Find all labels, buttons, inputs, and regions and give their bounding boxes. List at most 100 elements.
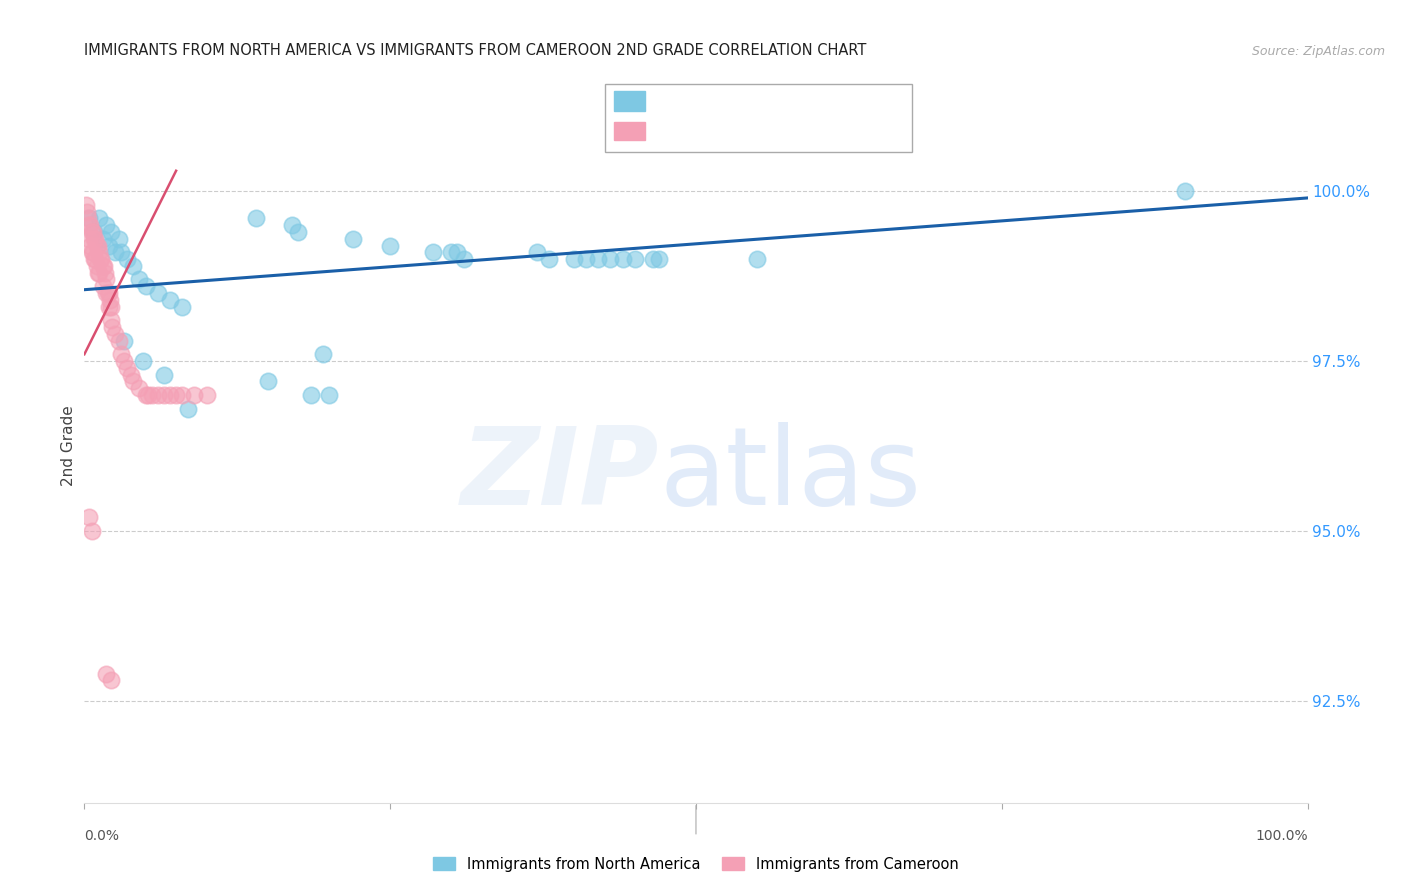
Point (183, 388, 205, 402)
Point (86, 238, 108, 252)
Point (83, 232, 105, 246)
Point (453, 252, 475, 266)
Point (281, 218, 304, 232)
Point (107, 232, 129, 246)
Point (101, 320, 124, 334)
Point (342, 232, 364, 246)
Point (526, 245, 548, 260)
Point (586, 252, 609, 266)
Point (96, 666, 118, 681)
Point (287, 225, 309, 239)
Point (440, 245, 463, 260)
Point (312, 347, 335, 361)
Point (112, 334, 135, 348)
Point (128, 381, 150, 395)
Point (87, 266, 110, 280)
Point (141, 388, 163, 402)
Point (98, 293, 121, 307)
Point (446, 245, 468, 260)
Point (612, 252, 634, 266)
Point (318, 388, 340, 402)
Point (110, 347, 132, 361)
Point (380, 238, 402, 252)
Point (538, 252, 561, 266)
Point (146, 286, 169, 301)
Point (599, 252, 621, 266)
Point (83, 225, 105, 239)
Text: R = 0.264    N = 58: R = 0.264 N = 58 (654, 124, 803, 138)
Point (77, 232, 100, 246)
Point (1174, 184, 1197, 198)
Point (93, 259, 115, 273)
Text: atlas: atlas (659, 422, 921, 527)
Point (82, 225, 104, 239)
Point (299, 388, 322, 402)
Point (84, 252, 107, 266)
Point (136, 388, 159, 402)
Point (172, 388, 194, 402)
Point (91, 259, 114, 273)
Point (80, 245, 103, 260)
Point (100, 673, 122, 688)
Point (146, 388, 169, 402)
Point (97, 300, 120, 314)
Point (100, 300, 122, 314)
Point (104, 245, 127, 260)
Point (91, 279, 114, 293)
Point (747, 252, 769, 266)
Point (122, 375, 145, 389)
Text: 0.0%: 0.0% (84, 830, 120, 843)
Point (422, 245, 444, 260)
Point (77, 211, 100, 226)
Point (159, 293, 181, 307)
Point (107, 334, 129, 348)
Legend: Immigrants from North America, Immigrants from Cameroon: Immigrants from North America, Immigrant… (427, 851, 965, 878)
Point (97, 238, 120, 252)
Point (648, 252, 671, 266)
Point (83, 252, 105, 266)
Point (94, 266, 117, 280)
Point (177, 401, 200, 416)
Point (245, 211, 267, 226)
Point (97, 286, 120, 301)
Point (257, 375, 280, 389)
Point (77, 218, 100, 232)
Point (84, 232, 107, 246)
Point (87, 238, 110, 252)
Point (79, 238, 101, 252)
Point (122, 259, 145, 273)
Point (96, 286, 118, 301)
Point (172, 300, 194, 314)
Point (79, 218, 101, 232)
Point (97, 286, 120, 301)
Point (128, 272, 150, 286)
Point (100, 313, 122, 327)
Point (87, 245, 110, 260)
Point (77, 211, 100, 226)
Point (96, 218, 118, 232)
Point (86, 259, 108, 273)
Text: IMMIGRANTS FROM NORTH AMERICA VS IMMIGRANTS FROM CAMEROON 2ND GRADE CORRELATION : IMMIGRANTS FROM NORTH AMERICA VS IMMIGRA… (84, 43, 866, 58)
Text: 100.0%: 100.0% (1256, 830, 1308, 843)
Text: R = 0.287    N = 46: R = 0.287 N = 46 (654, 94, 803, 108)
Point (100, 225, 122, 239)
Text: ZIP: ZIP (461, 422, 659, 527)
Point (135, 279, 157, 293)
Point (82, 245, 104, 260)
Point (575, 252, 598, 266)
Point (562, 252, 585, 266)
Point (104, 326, 127, 341)
Point (132, 354, 155, 368)
Point (153, 388, 176, 402)
Point (91, 232, 114, 246)
Y-axis label: 2nd Grade: 2nd Grade (60, 406, 76, 486)
Point (165, 388, 187, 402)
Point (195, 388, 218, 402)
Point (76, 204, 98, 219)
Point (159, 388, 181, 402)
Point (80, 225, 103, 239)
Point (643, 252, 665, 266)
Point (115, 252, 138, 266)
Point (153, 368, 176, 382)
Point (77, 510, 100, 524)
